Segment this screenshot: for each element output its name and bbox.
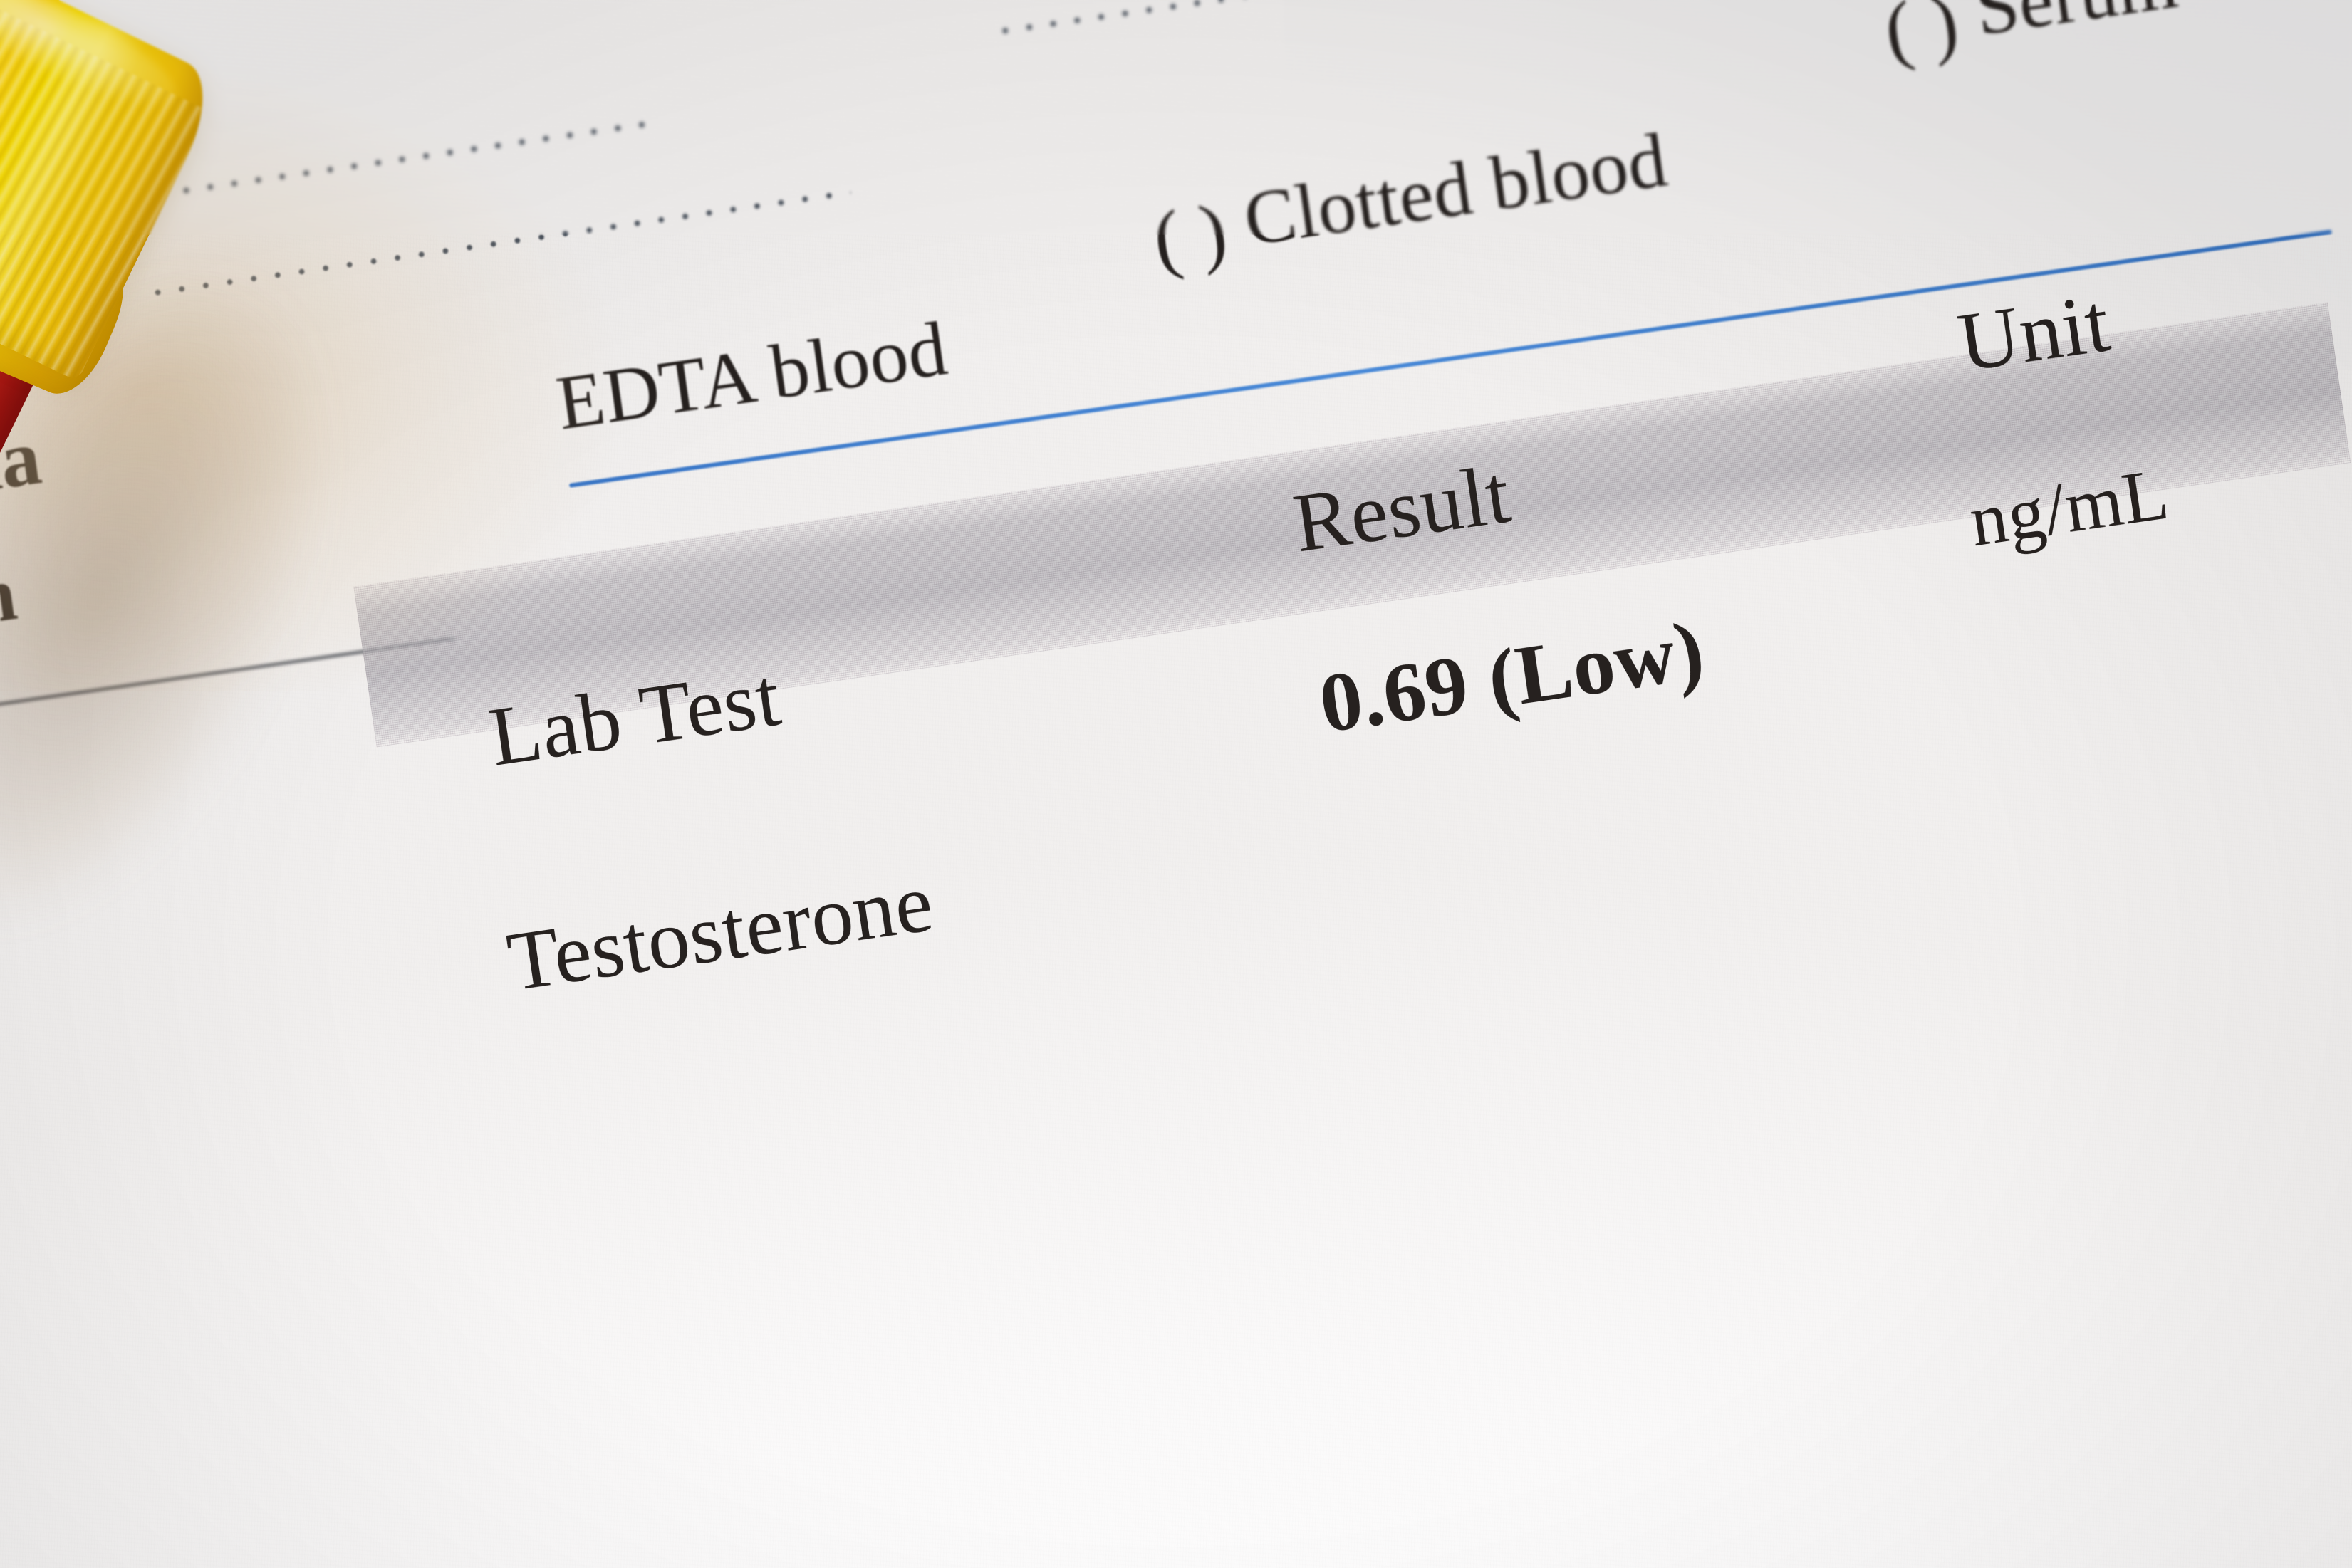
specimen-option-edta-blood[interactable]: EDTA blood xyxy=(551,306,952,446)
cell-lab-test-name: Testosterone xyxy=(501,855,939,1009)
specimen-option-serum[interactable]: Serum xyxy=(1969,0,2183,54)
specimen-option-clotted-blood-checkbox[interactable]: ( ) xyxy=(1148,187,1233,283)
specimen-option-serum-checkbox[interactable]: ( ) xyxy=(1879,0,1965,75)
specimen-option-clotted-blood[interactable]: Clotted blood xyxy=(1239,117,1672,263)
dotted-rule-second xyxy=(145,188,852,298)
cell-result-value: 0.69 (Low) xyxy=(1313,603,1710,751)
